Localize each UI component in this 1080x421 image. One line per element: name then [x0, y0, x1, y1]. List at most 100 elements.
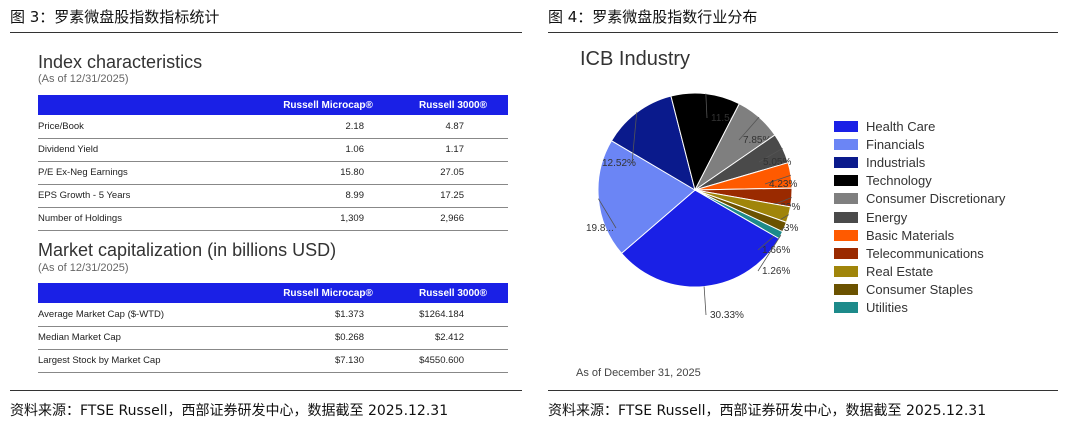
table-row: Average Market Cap ($-WTD) $1.373 $1264.…: [38, 303, 508, 327]
legend-swatch: [834, 175, 858, 187]
header-empty: [38, 283, 258, 303]
row-label: EPS Growth - 5 Years: [38, 184, 258, 208]
pie-leader-line: [598, 198, 617, 229]
header-russell-3000: Russell 3000®: [398, 283, 508, 303]
legend-item: Utilities: [834, 299, 1005, 317]
russell3000-value: $1264.184: [398, 303, 508, 327]
legend-swatch: [834, 156, 858, 168]
market-cap-table: Russell Microcap® Russell 3000® Average …: [38, 283, 508, 373]
legend-item: Basic Materials: [834, 226, 1005, 244]
legend-item: Consumer Discretionary: [834, 190, 1005, 208]
figure-3-bottom-rule: [10, 390, 522, 391]
microcap-value: $7.130: [258, 349, 398, 373]
legend-label: Financials: [866, 136, 925, 152]
pie-data-label: 11.54%: [711, 113, 744, 124]
legend-label: Consumer Staples: [866, 282, 973, 298]
figure-4-title: 图 4：罗素微盘股指数行业分布: [548, 8, 758, 26]
legend-item: Industrials: [834, 153, 1005, 171]
header-empty: [38, 95, 258, 115]
pie-chart: 30.33% 19.8... 12.52% 11.54% 7.85% 5.05% 4.23%…: [586, 92, 800, 321]
row-label: Median Market Cap: [38, 326, 258, 350]
pie-data-label: 12.52%: [602, 158, 636, 169]
legend-swatch: [834, 284, 858, 296]
legend-label: Industrials: [866, 154, 926, 170]
russell3000-value: 2,966: [398, 207, 508, 231]
microcap-value: 1.06: [258, 138, 398, 162]
row-label: Dividend Yield: [38, 138, 258, 162]
table-row: Dividend Yield 1.06 1.17: [38, 138, 508, 162]
legend-label: Basic Materials: [866, 227, 955, 243]
characteristics-subtitle: (As of 12/31/2025): [38, 73, 129, 85]
figure-3-title: 图 3：罗素微盘股指数指标统计: [10, 8, 220, 26]
header-russell-microcap: Russell Microcap®: [258, 95, 398, 115]
market-cap-subtitle: (As of 12/31/2025): [38, 262, 129, 274]
pie-slice-health-care: [620, 189, 780, 288]
pie-data-label: 7.85%: [743, 135, 771, 146]
russell3000-value: 27.05: [398, 161, 508, 185]
legend-item: Energy: [834, 208, 1005, 226]
legend-swatch: [834, 266, 858, 278]
table-header-row: Russell Microcap® Russell 3000®: [38, 95, 508, 115]
legend-item: Technology: [834, 172, 1005, 190]
pie-leader-line: [757, 234, 782, 272]
chart-title: ICB Industry: [580, 48, 691, 70]
pie-data-label: 5.05%: [763, 157, 791, 168]
pie-data-label: 19.8...: [586, 223, 614, 234]
legend-label: Consumer Discretionary: [866, 191, 1006, 207]
legend-item: Real Estate: [834, 263, 1005, 281]
pie-slice-industrials: [610, 95, 696, 192]
legend-swatch: [834, 211, 858, 223]
legend-swatch: [834, 193, 858, 205]
pie-leader-line: [764, 174, 792, 185]
row-label: Largest Stock by Market Cap: [38, 349, 258, 373]
chart-as-of-note: As of December 31, 2025: [576, 367, 701, 379]
russell3000-value: 4.87: [398, 115, 508, 139]
legend-swatch: [834, 247, 858, 259]
pie-data-label: 4.23%: [769, 179, 797, 190]
pie-leader-line: [703, 286, 707, 316]
legend-item: Financials: [834, 135, 1005, 153]
pie-data-label: 1.26%: [762, 266, 790, 277]
row-label: Average Market Cap ($-WTD): [38, 303, 258, 327]
table-row: Median Market Cap $0.268 $2.412: [38, 326, 508, 350]
microcap-value: 1,309: [258, 207, 398, 231]
figure-4-top-rule: [548, 32, 1058, 33]
legend-label: Utilities: [866, 300, 908, 316]
legend-label: Real Estate: [866, 264, 934, 280]
table-row: P/E Ex-Neg Earnings 15.80 27.05: [38, 161, 508, 185]
figure-3-source: 资料来源：FTSE Russell，西部证券研发中心，数据截至 2025.12.…: [10, 403, 449, 419]
legend-item: Consumer Staples: [834, 281, 1005, 299]
microcap-value: 8.99: [258, 184, 398, 208]
pie-data-label: 1.66%: [762, 245, 790, 256]
legend-label: Health Care: [866, 118, 936, 134]
pie-leader-line: [758, 147, 783, 163]
russell3000-value: $2.412: [398, 326, 508, 350]
characteristics-table: Russell Microcap® Russell 3000® Price/Bo…: [38, 95, 508, 231]
row-label: Number of Holdings: [38, 207, 258, 231]
russell3000-value: $4550.600: [398, 349, 508, 373]
legend-swatch: [834, 138, 858, 150]
legend-item: Telecommunications: [834, 244, 1005, 262]
pie-leader-line: [738, 116, 760, 141]
table-header-row: Russell Microcap® Russell 3000®: [38, 283, 508, 303]
figure-4-bottom-rule: [548, 390, 1058, 391]
chart-legend: Health Care Financials Industrials Technolo…: [834, 117, 1005, 317]
legend-swatch: [834, 302, 858, 314]
pie-data-label: 30.33%: [710, 310, 744, 321]
legend-item: Health Care: [834, 117, 1005, 135]
table-row: Largest Stock by Market Cap $7.130 $4550…: [38, 349, 508, 373]
microcap-value: 2.18: [258, 115, 398, 139]
table-row: Price/Book 2.18 4.87: [38, 115, 508, 139]
microcap-value: $1.373: [258, 303, 398, 327]
pie-leader-line: [631, 112, 638, 164]
header-russell-microcap: Russell Microcap®: [258, 283, 398, 303]
row-label: P/E Ex-Neg Earnings: [38, 161, 258, 185]
microcap-value: $0.268: [258, 326, 398, 350]
legend-swatch: [834, 120, 858, 132]
table-row: Number of Holdings 1,309 2,966: [38, 207, 508, 231]
table-row: EPS Growth - 5 Years 8.99 17.25: [38, 184, 508, 208]
figure-4-source: 资料来源：FTSE Russell，西部证券研发中心，数据截至 2025.12.…: [548, 403, 987, 419]
russell3000-value: 17.25: [398, 184, 508, 208]
characteristics-title: Index characteristics: [38, 52, 203, 72]
legend-label: Telecommunications: [866, 245, 984, 261]
